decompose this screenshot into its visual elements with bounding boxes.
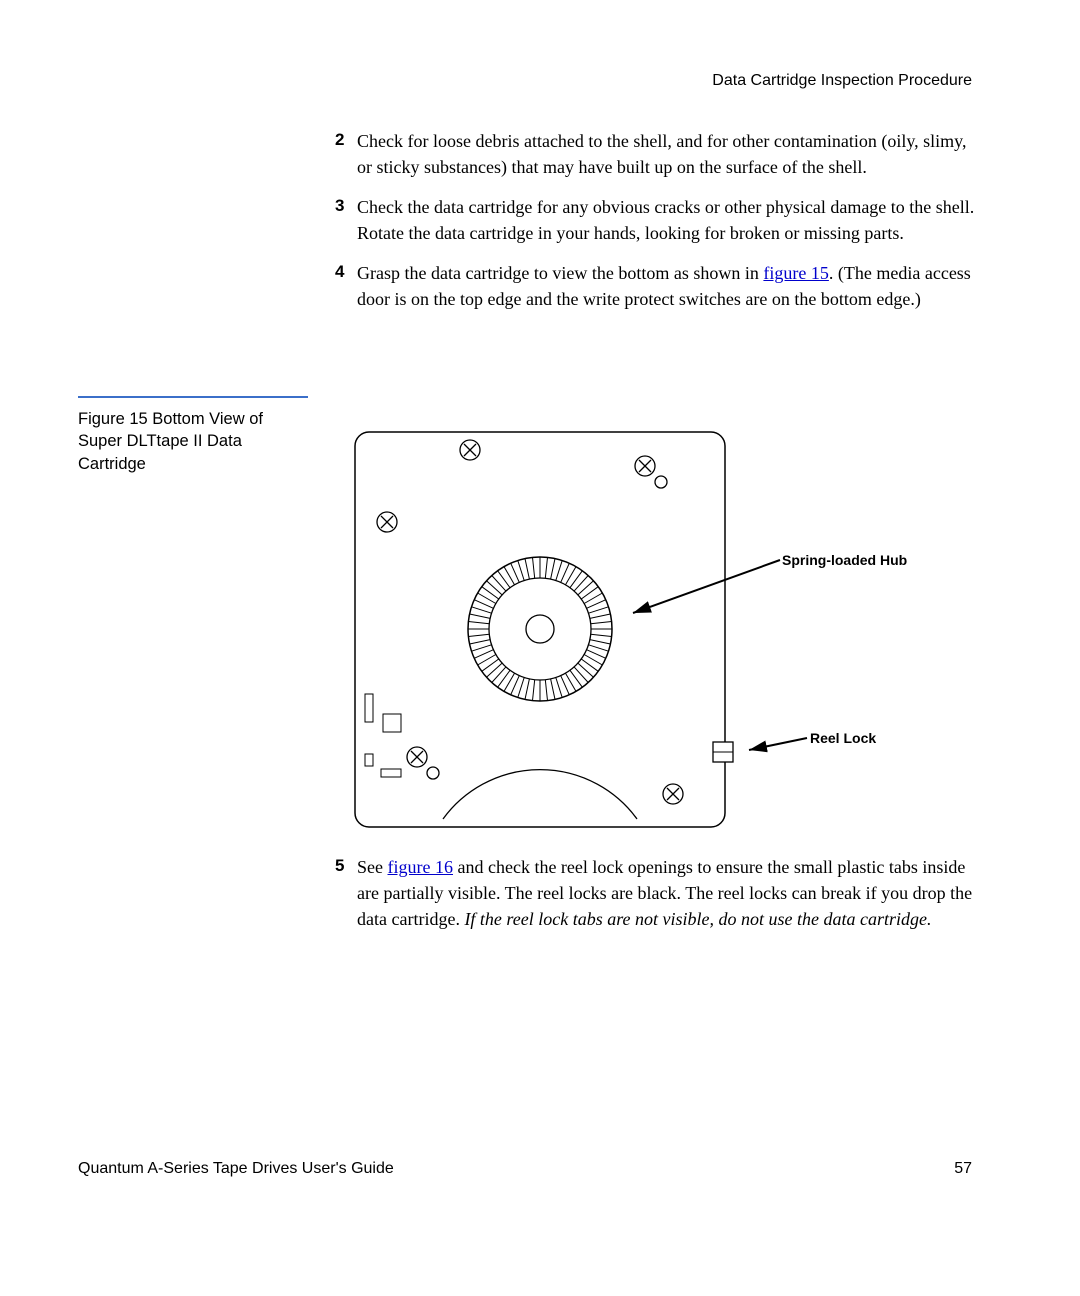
footer-title: Quantum A-Series Tape Drives User's Guid… <box>78 1160 394 1178</box>
figure-link-15[interactable]: figure 15 <box>763 263 828 283</box>
figure-caption: Figure 15 Bottom View of Super DLTtape I… <box>78 408 298 475</box>
cartridge-diagram <box>335 424 745 834</box>
step-3: 3 Check the data cartridge for any obvio… <box>335 194 980 246</box>
label-reel-lock: Reel Lock <box>810 730 876 746</box>
figure-area: Spring-loaded Hub Reel Lock <box>335 424 980 844</box>
figure-link-16[interactable]: figure 16 <box>388 857 453 877</box>
reel-lock-icon <box>713 742 733 762</box>
after-figure: 5 See figure 16 and check the reel lock … <box>335 854 980 946</box>
header-section-title: Data Cartridge Inspection Procedure <box>712 72 972 90</box>
step-text-italic: If the reel lock tabs are not visible, d… <box>464 909 931 929</box>
step-text: See figure 16 and check the reel lock op… <box>357 854 980 932</box>
step-num: 4 <box>335 260 357 312</box>
step-text-pre: Grasp the data cartridge to view the bot… <box>357 263 763 283</box>
page-number: 57 <box>954 1160 972 1178</box>
step-2: 2 Check for loose debris attached to the… <box>335 128 980 180</box>
step-num: 2 <box>335 128 357 180</box>
step-num: 5 <box>335 854 357 932</box>
step-text: Grasp the data cartridge to view the bot… <box>357 260 980 312</box>
figure-caption-block: Figure 15 Bottom View of Super DLTtape I… <box>78 396 298 475</box>
hub-icon <box>468 557 612 701</box>
step-num: 3 <box>335 194 357 246</box>
main-content: 2 Check for loose debris attached to the… <box>335 128 980 327</box>
step-5: 5 See figure 16 and check the reel lock … <box>335 854 980 932</box>
caption-rule <box>78 396 308 398</box>
step-text: Check the data cartridge for any obvious… <box>357 194 980 246</box>
label-spring-loaded-hub: Spring-loaded Hub <box>782 552 907 568</box>
step-4: 4 Grasp the data cartridge to view the b… <box>335 260 980 312</box>
step-text: Check for loose debris attached to the s… <box>357 128 980 180</box>
step-text-pre: See <box>357 857 388 877</box>
